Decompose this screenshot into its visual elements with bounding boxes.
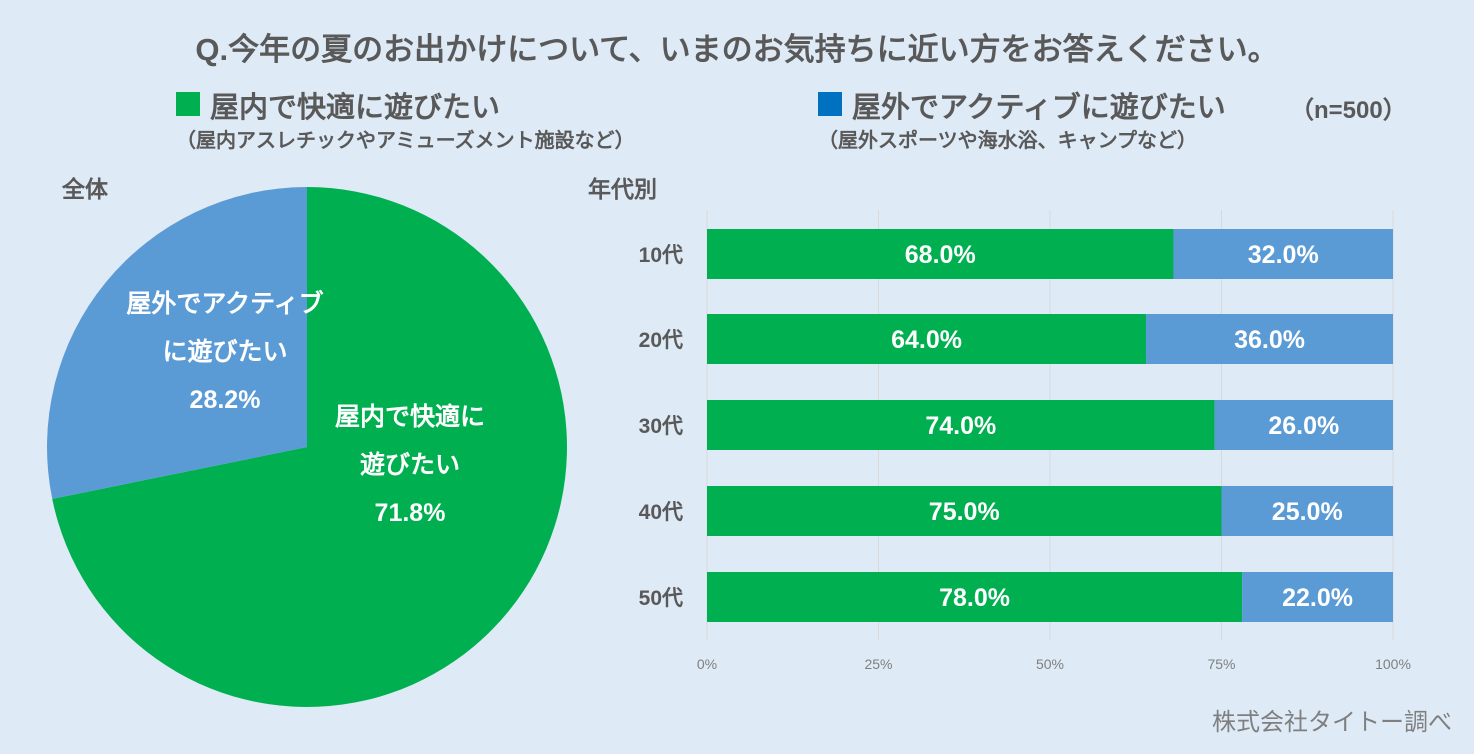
sample-size: （n=500） <box>1290 97 1407 124</box>
bar-segment <box>1242 572 1393 622</box>
bar-segment <box>1146 314 1393 364</box>
x-tick-label: 25% <box>864 656 892 672</box>
bar-value-label: 32.0% <box>1248 241 1319 269</box>
bar-segment <box>1221 486 1393 536</box>
bar-segment <box>1214 400 1393 450</box>
legend-swatch-outdoor <box>818 92 842 116</box>
pie-slice-1 <box>47 187 308 499</box>
bar-value-label: 36.0% <box>1234 326 1305 354</box>
legend-label-indoor: 屋内で快適に遊びたい <box>210 92 501 124</box>
category-label: 40代 <box>639 501 683 524</box>
bar-title: 年代別 <box>588 176 657 202</box>
bar-value-label: 25.0% <box>1272 498 1343 526</box>
x-tick-label: 75% <box>1207 656 1235 672</box>
pie-slice-0 <box>52 187 567 707</box>
bar-segment <box>707 486 1222 536</box>
bar-segment <box>1173 229 1393 279</box>
pie-label: 屋内で快適に <box>335 402 485 431</box>
pie-label: に遊びたい <box>162 337 287 366</box>
bar-value-label: 68.0% <box>905 241 976 269</box>
bar-value-label: 22.0% <box>1282 584 1353 612</box>
pie-label: 屋外でアクティブ <box>126 289 323 318</box>
bar-value-label: 78.0% <box>939 584 1010 612</box>
pie-value-label: 71.8% <box>375 499 446 527</box>
category-label: 30代 <box>639 415 683 438</box>
bar-segment <box>707 572 1243 622</box>
bar-segment <box>707 314 1147 364</box>
category-label: 20代 <box>639 329 683 352</box>
category-label: 50代 <box>639 587 683 610</box>
bar-segment <box>707 229 1174 279</box>
pie-title: 全体 <box>62 176 108 202</box>
category-label: 10代 <box>639 244 683 267</box>
legend-label-outdoor: 屋外でアクティブに遊びたい <box>852 92 1226 124</box>
pie-label: 遊びたい <box>360 450 460 479</box>
x-tick-label: 100% <box>1375 656 1411 672</box>
bar-value-label: 64.0% <box>891 326 962 354</box>
source-note: 株式会社タイトー調べ <box>1212 709 1452 736</box>
legend-swatch-indoor <box>176 92 200 116</box>
pie-value-label: 28.2% <box>190 386 261 414</box>
bar-value-label: 74.0% <box>925 412 996 440</box>
bar-value-label: 26.0% <box>1268 412 1339 440</box>
x-tick-label: 50% <box>1036 656 1064 672</box>
legend-sub-indoor: （屋内アスレチックやアミューズメント施設など） <box>176 130 635 152</box>
legend-sub-outdoor: （屋外スポーツや海水浴、キャンプなど） <box>818 130 1197 152</box>
bar-segment <box>707 400 1215 450</box>
bar-value-label: 75.0% <box>929 498 1000 526</box>
chart-title: Q.今年の夏のお出かけについて、いまのお気持ちに近い方をお答えください。 <box>195 32 1279 67</box>
x-tick-label: 0% <box>697 656 717 672</box>
